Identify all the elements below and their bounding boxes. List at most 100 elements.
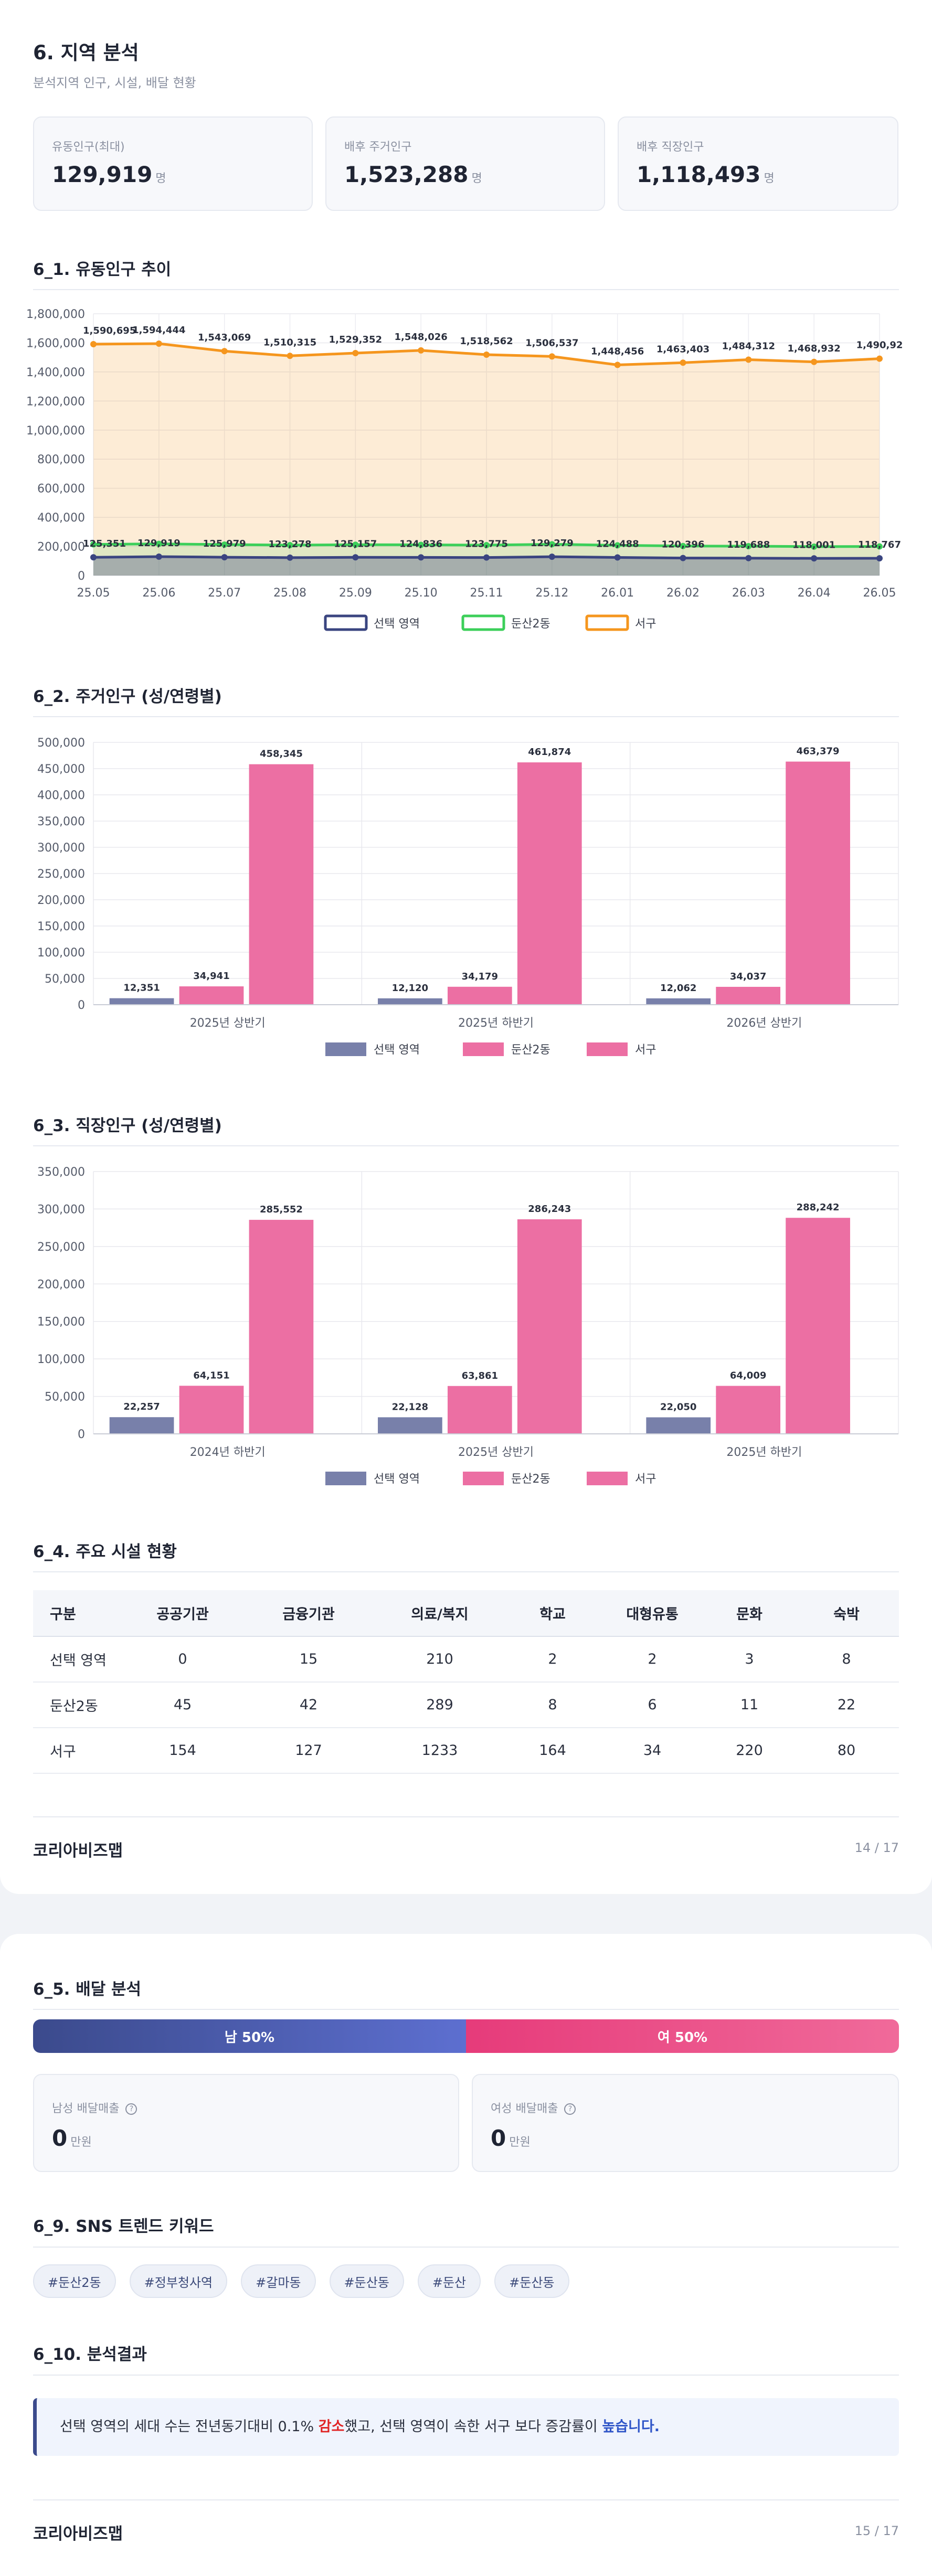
data-label: 124,836 <box>399 538 442 549</box>
section-title-facilities: 6_4. 주요 시설 현황 <box>33 1542 177 1561</box>
x-tick-label: 2024년 하반기 <box>190 1446 266 1459</box>
sns-keyword-list: #둔산2동 #정부청사역 #갈마동 #둔산동 #둔산 #둔산동 <box>33 2264 583 2298</box>
data-point <box>811 555 818 562</box>
data-label: 34,037 <box>730 971 766 982</box>
card-value: 129,919 명 <box>52 162 166 187</box>
legend-swatch <box>585 614 629 631</box>
female-ratio-segment: 여 50% <box>466 2019 899 2053</box>
table-cell: 2 <box>600 1636 705 1683</box>
table-cell: 선택 영역 <box>33 1636 122 1683</box>
result-text: 했고, 선택 영역이 속한 서구 보다 증감률이 <box>344 2419 602 2435</box>
help-icon[interactable]: ? <box>125 2103 137 2115</box>
divider <box>33 2247 899 2248</box>
table-header-row: 구분 공공기관 금융기관 의료/복지 학교 대형유통 문화 숙박 <box>33 1590 899 1637</box>
card-label: 유동인구(최대) <box>52 141 125 154</box>
sns-keyword-pill[interactable]: #둔산 <box>417 2264 481 2298</box>
table-cell: 34 <box>600 1728 705 1774</box>
bar <box>517 762 582 1005</box>
help-icon[interactable]: ? <box>564 2103 576 2115</box>
data-point <box>745 555 752 561</box>
table-cell: 42 <box>243 1682 374 1728</box>
card-value: 0 만원 <box>52 2125 92 2151</box>
data-label: 34,941 <box>193 971 229 982</box>
summary-card-floating: 유동인구(최대) 129,919 명 <box>33 116 313 211</box>
data-label: 34,179 <box>462 971 498 982</box>
data-point <box>90 341 97 348</box>
data-label: 1,490,92 <box>856 340 903 351</box>
x-tick-label: 26.02 <box>666 587 700 600</box>
divider <box>33 2009 899 2010</box>
x-tick-label: 25.12 <box>535 587 568 600</box>
legend-swatch <box>325 1042 366 1056</box>
y-tick-label: 0 <box>78 570 85 583</box>
series-area <box>93 343 880 576</box>
data-point <box>548 541 555 548</box>
table-cell: 15 <box>243 1636 374 1683</box>
table-header: 대형유통 <box>600 1590 705 1637</box>
bar <box>716 1386 781 1434</box>
table-header: 의료/복지 <box>374 1590 505 1637</box>
legend-swatch <box>463 1472 504 1485</box>
data-label: 118,001 <box>792 539 835 550</box>
legend-label: 서구 <box>635 1473 656 1486</box>
result-text: 선택 영역의 세대 수는 전년동기대비 0.1% <box>60 2419 319 2435</box>
data-label: 1,543,069 <box>198 332 251 343</box>
data-label: 285,552 <box>260 1204 303 1215</box>
y-tick-label: 500,000 <box>37 737 85 750</box>
data-label: 1,594,444 <box>132 325 185 336</box>
data-point <box>876 543 883 550</box>
sns-keyword-pill[interactable]: #갈마동 <box>241 2264 316 2298</box>
data-label: 1,518,562 <box>460 336 513 347</box>
bar <box>378 1417 442 1434</box>
x-tick-label: 26.03 <box>732 587 765 600</box>
table-row: 둔산2동 45 42 289 8 6 11 22 <box>33 1682 899 1728</box>
legend-label: 둔산2동 <box>511 1044 550 1057</box>
data-point <box>352 541 359 548</box>
data-label: 1,510,315 <box>263 337 316 348</box>
data-label: 120,396 <box>662 539 705 550</box>
legend-swatch <box>325 1472 366 1485</box>
data-label: 125,351 <box>83 538 126 549</box>
data-point <box>876 555 883 562</box>
male-ratio-segment: 남 50% <box>33 2019 466 2053</box>
legend-swatch <box>324 614 368 631</box>
table-cell: 45 <box>122 1682 243 1728</box>
x-tick-label: 26.04 <box>798 587 831 600</box>
data-label: 124,488 <box>596 538 639 549</box>
section-title-residential: 6_2. 주거인구 (성/연령별) <box>33 687 222 706</box>
legend-label: 서구 <box>635 1044 656 1057</box>
bar <box>249 764 314 1005</box>
divider <box>33 2375 899 2376</box>
legend-swatch <box>463 1042 504 1056</box>
footer-page-number: 15 / 17 <box>854 2524 899 2538</box>
data-label: 1,506,537 <box>525 337 578 348</box>
sns-keyword-pill[interactable]: #둔산2동 <box>33 2264 116 2298</box>
y-tick-label: 100,000 <box>37 1353 85 1366</box>
result-emphasis-higher: 높습니다. <box>602 2419 660 2435</box>
data-point <box>90 541 97 548</box>
data-point <box>614 542 621 549</box>
y-tick-label: 400,000 <box>37 789 85 802</box>
sns-keyword-pill[interactable]: #둔산동 <box>494 2264 569 2298</box>
table-cell: 11 <box>705 1682 794 1728</box>
footer-page-number: 14 / 17 <box>854 1840 899 1855</box>
data-label: 119,688 <box>727 539 770 550</box>
data-label: 461,874 <box>528 747 571 758</box>
legend-label: 선택 영역 <box>374 1473 420 1486</box>
table-cell: 127 <box>243 1728 374 1774</box>
data-label: 1,463,403 <box>656 344 709 355</box>
bar <box>447 986 512 1005</box>
data-point <box>483 352 490 358</box>
footer-brand: 코리아비즈맵 <box>33 1841 123 1860</box>
sns-keyword-pill[interactable]: #둔산동 <box>329 2264 404 2298</box>
sns-keyword-pill[interactable]: #정부청사역 <box>129 2264 228 2298</box>
report-page-14: 6. 지역 분석 분석지역 인구, 시설, 배달 현황 유동인구(최대) 129… <box>0 0 932 1894</box>
data-label: 129,279 <box>531 538 574 549</box>
y-tick-label: 400,000 <box>37 512 85 525</box>
data-label: 288,242 <box>797 1202 840 1213</box>
data-point <box>155 553 162 560</box>
data-point <box>221 554 228 561</box>
legend-label: 서구 <box>635 618 656 631</box>
divider <box>33 1571 899 1572</box>
legend-swatch <box>587 1472 628 1485</box>
